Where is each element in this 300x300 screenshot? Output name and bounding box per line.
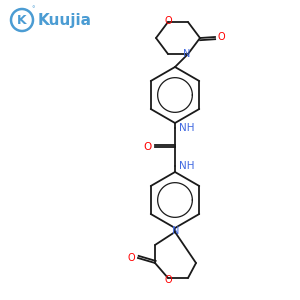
Text: O: O [144, 142, 152, 152]
Text: N: N [183, 49, 191, 59]
Text: N: N [172, 226, 180, 236]
Text: NH: NH [179, 161, 195, 171]
Text: O: O [217, 32, 225, 42]
Text: K: K [17, 14, 27, 26]
Text: NH: NH [179, 123, 195, 133]
Text: O: O [127, 253, 135, 263]
Text: °: ° [31, 6, 35, 12]
Text: Kuujia: Kuujia [38, 13, 92, 28]
Text: O: O [164, 275, 172, 285]
Text: O: O [164, 16, 172, 26]
